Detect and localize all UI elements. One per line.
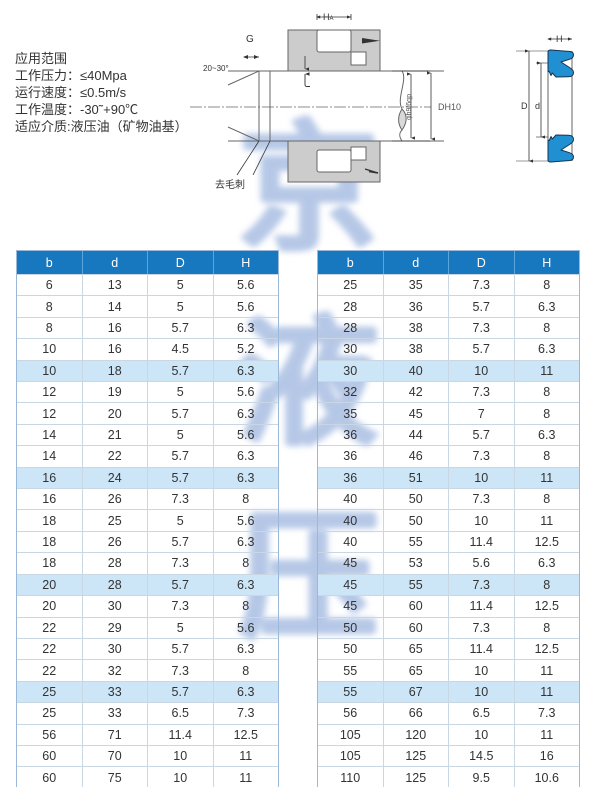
svg-text:HA: HA [323,12,334,22]
svg-text:φb9/6qp: φb9/6qp [406,94,413,120]
svg-text:G: G [246,34,254,45]
svg-text:20~30°: 20~30° [203,64,229,73]
svg-text:d: d [535,101,540,111]
svg-text:H: H [556,34,563,44]
svg-text:DH10: DH10 [438,102,461,112]
svg-text:D: D [521,101,528,111]
svg-text:去毛刺: 去毛刺 [215,179,245,191]
